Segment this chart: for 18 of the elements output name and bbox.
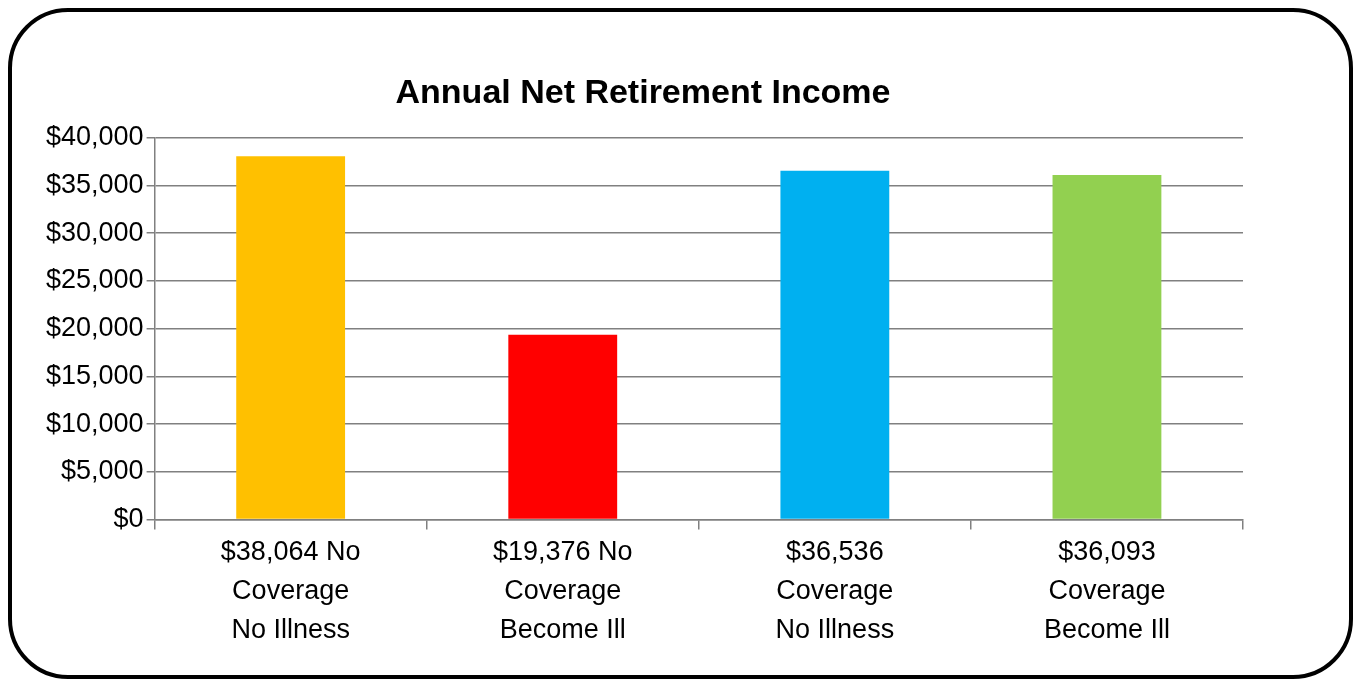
- y-tick-label: $10,000: [45, 407, 144, 438]
- y-tick-label: $30,000: [45, 216, 144, 247]
- y-tick-label: $20,000: [45, 312, 144, 343]
- y-tick-label: $5,000: [61, 455, 144, 486]
- y-tick-label: $40,000: [45, 121, 144, 152]
- bar: [780, 170, 890, 519]
- chart-title: Annual Net Retirement Income: [395, 71, 891, 110]
- bar: [236, 156, 346, 519]
- y-tick-label: $25,000: [45, 264, 144, 295]
- bar: [1052, 175, 1162, 519]
- x-tick-label: $36,536 Coverage No Illness: [775, 535, 895, 644]
- x-tick-label: $19,376 No Coverage Become Ill: [492, 535, 633, 644]
- x-tick-label: $36,093 Coverage Become Ill: [1043, 535, 1170, 644]
- y-tick-label: $0: [113, 503, 144, 533]
- x-tick-label: $38,064 No Coverage No Illness: [220, 535, 361, 644]
- y-tick-label: $15,000: [45, 359, 144, 390]
- bar: [508, 334, 618, 519]
- y-tick-label: $35,000: [45, 168, 144, 199]
